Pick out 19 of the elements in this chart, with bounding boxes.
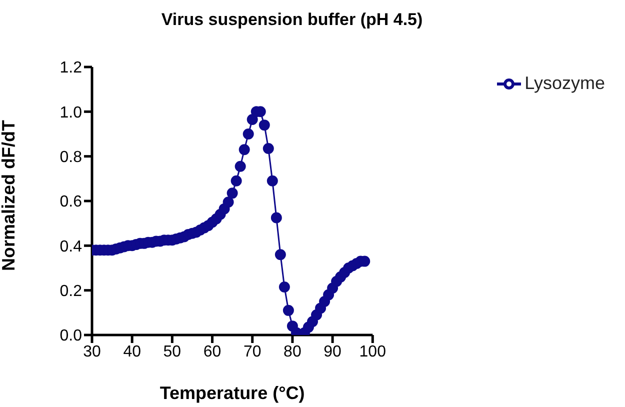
chart-title: Virus suspension buffer (pH 4.5) <box>160 10 424 30</box>
y-tick-label: 0.6 <box>60 194 82 211</box>
x-tick-label: 100 <box>359 343 386 360</box>
x-tick-label: 50 <box>163 343 182 360</box>
x-tick-label: 70 <box>243 343 262 360</box>
y-tick-label: 0.2 <box>60 283 82 300</box>
x-tick-label: 60 <box>203 343 222 360</box>
x-tick-label: 90 <box>324 343 342 360</box>
y-tick-label: 1.2 <box>60 60 82 77</box>
y-tick-label: 0.4 <box>60 238 82 256</box>
y-axis-title: Normalized dF/dT <box>0 120 18 271</box>
x-tick-label: 30 <box>83 343 101 360</box>
x-axis-title: Temperature (°C) <box>160 383 305 403</box>
y-tick-label: 1.0 <box>60 104 82 122</box>
y-tick-label: 0.0 <box>60 328 82 345</box>
legend-label: Lysozyme <box>524 72 605 93</box>
y-tick-label: 0.8 <box>60 149 82 166</box>
x-tick-label: 80 <box>284 343 302 360</box>
x-tick-label: 40 <box>123 343 142 360</box>
